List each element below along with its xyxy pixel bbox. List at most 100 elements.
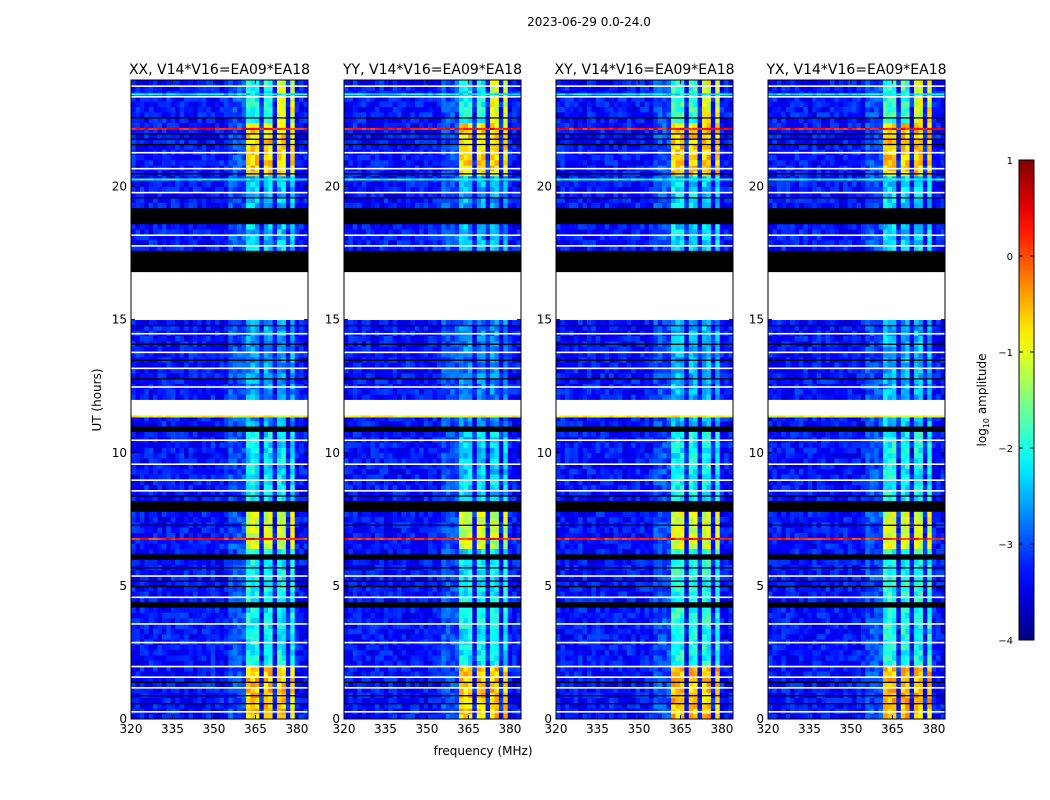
heatmap-cell [237,431,242,437]
heatmap-cell [277,309,282,315]
heatmap-cell [197,112,202,118]
heatmap-cell [224,282,229,288]
heatmap-cell [166,224,171,230]
heatmap-cell [237,373,242,379]
heatmap-cell [158,421,163,427]
heatmap-cell [259,80,264,86]
heatmap-cell [290,543,295,549]
heatmap-cell [281,256,286,262]
heatmap-cell [153,501,158,507]
bright-line-cell [158,415,163,417]
heatmap-cell [273,591,278,597]
heatmap-cell [286,474,291,480]
heatmap-cell [211,634,216,640]
heatmap-cell [211,650,216,656]
heatmap-cell [153,458,158,464]
heatmap-cell [299,240,304,246]
heatmap-cell [135,591,140,597]
heatmap-cell [281,655,286,661]
heatmap-cell [264,336,269,342]
heatmap-cell [268,208,273,214]
heatmap-cell [286,362,291,368]
heatmap-cell [295,160,300,166]
heatmap-cell [189,501,194,507]
heatmap-cell [286,240,291,246]
heatmap-cell [224,336,229,342]
heatmap-cell [180,570,185,576]
heatmap-cell [299,650,304,656]
heatmap-cell [250,293,255,299]
heatmap-cell [162,261,167,267]
heatmap-cell [286,506,291,512]
heatmap-cell [206,256,211,262]
heatmap-cell [224,421,229,427]
heatmap-cell [233,458,238,464]
heatmap-cell [189,277,194,283]
heatmap-cell [153,607,158,613]
heatmap-cell [215,389,220,395]
heatmap-cell [273,272,278,278]
heatmap-cell [211,336,216,342]
heatmap-cell [211,591,216,597]
heatmap-cell [228,181,233,187]
heatmap-cell [286,442,291,448]
heatmap-cell [175,304,180,310]
heatmap-cell [299,671,304,677]
heatmap-cell [171,543,176,549]
bright-line-cell [299,415,304,417]
heatmap-cell [264,442,269,448]
heatmap-cell [220,650,225,656]
heatmap-cell [140,618,145,624]
heatmap-cell [166,426,171,432]
heatmap-cell [202,309,207,315]
heatmap-cell [277,405,282,411]
heatmap-cell [281,570,286,576]
heatmap-cell [175,80,180,86]
heatmap-cell [131,346,136,352]
heatmap-cell [286,181,291,187]
heatmap-cell [140,389,145,395]
heatmap-cell [215,671,220,677]
heatmap-cell [224,671,229,677]
heatmap-cell [250,533,255,539]
heatmap-cell [246,453,251,459]
heatmap-cell [135,272,140,278]
heatmap-cell [166,607,171,613]
heatmap-cell [189,282,194,288]
heatmap-cell [268,591,273,597]
heatmap-cell [153,309,158,315]
heatmap-cell [277,618,282,624]
bright-line-cell [299,128,304,130]
heatmap-cell [206,618,211,624]
heatmap-cell [250,501,255,507]
heatmap-cell [135,618,140,624]
heatmap-cell [228,155,233,161]
bright-line-cell [268,93,273,95]
heatmap-cell [206,362,211,368]
heatmap-cell [255,400,260,406]
heatmap-cell [180,549,185,555]
heatmap-cell [255,410,260,416]
heatmap-cell [135,213,140,219]
heatmap-cell [290,602,295,608]
heatmap-cell [197,405,202,411]
heatmap-cell [286,655,291,661]
heatmap-cell [281,650,286,656]
heatmap-cell [215,224,220,230]
heatmap-cell [242,400,247,406]
bright-line-cell [277,415,282,417]
heatmap-cell [206,213,211,219]
heatmap-cell [162,431,167,437]
heatmap-cell [166,644,171,650]
heatmap-cell [189,288,194,294]
heatmap-cell [250,469,255,475]
heatmap-cell [281,261,286,267]
heatmap-cell [259,187,264,193]
heatmap-cell [255,607,260,613]
heatmap-cell [184,298,189,304]
heatmap-cell [268,533,273,539]
heatmap-cell [242,607,247,613]
heatmap-cell [153,346,158,352]
heatmap-cell [295,644,300,650]
heatmap-cell [268,293,273,299]
